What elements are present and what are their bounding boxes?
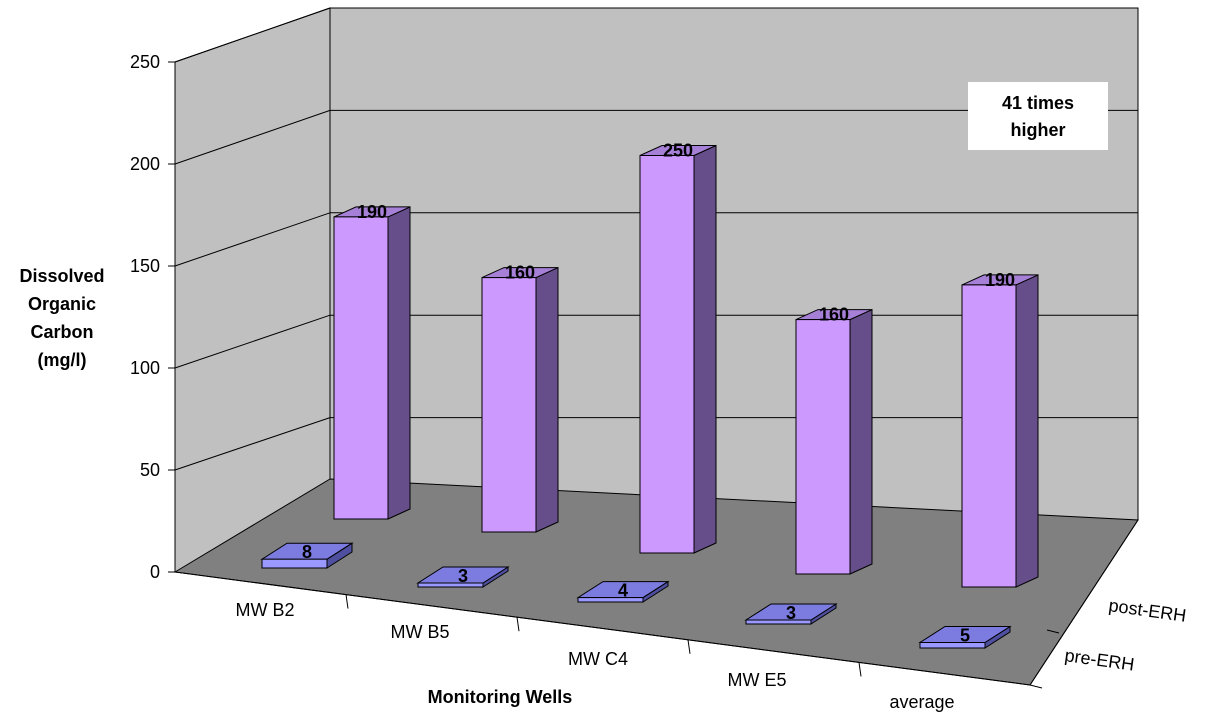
post-erh-bar-side [1016,275,1038,587]
pre-erh-bar-front [920,643,985,649]
x-tick-mark [517,617,519,631]
y-axis-title-line-3: Carbon [31,322,94,342]
post-erh-bar-side [850,310,872,574]
y-axis-title-line-4: (mg/l) [38,350,87,370]
post-erh-data-label: 160 [819,305,849,325]
x-tick-label: MW C4 [568,649,628,669]
y-axis-title-line-2: Organic [28,294,96,314]
pre-erh-bar-front [746,620,811,624]
x-tick-mark [688,640,690,654]
depth-tick-mark [1030,685,1042,688]
pre-erh-bar-front [578,598,643,602]
post-erh-bar-front [640,156,694,554]
post-erh-bar-side [536,268,558,532]
post-erh-data-label: 160 [505,263,535,283]
post-erh-bar-side [388,207,410,519]
y-tick-label: 200 [130,154,160,174]
pre-erh-data-label: 3 [786,603,796,623]
post-erh-data-label: 250 [663,141,693,161]
side-wall [175,8,330,572]
post-erh-bar-side [694,146,716,554]
post-erh-bar [796,310,872,574]
annotation-line-1: 41 times [1002,93,1074,113]
post-erh-bar-front [962,285,1016,587]
post-erh-bar [334,207,410,519]
annotation-box: 41 times higher [968,82,1108,150]
post-erh-bar [640,146,716,554]
y-tick-label: 250 [130,52,160,72]
post-erh-bar [962,275,1038,587]
post-erh-data-label: 190 [985,270,1015,290]
pre-erh-bar-front [418,583,483,587]
x-tick-label: average [889,692,954,712]
post-erh-bar [482,268,558,532]
x-axis-title: Monitoring Wells [428,687,573,707]
pre-erh-bar-front [262,559,327,568]
y-tick-label: 50 [140,460,160,480]
pre-erh-data-label: 8 [302,542,312,562]
y-axis-title-line-1: Dissolved [19,266,104,286]
annotation-line-2: higher [1010,120,1065,140]
y-tick-label: 150 [130,256,160,276]
x-tick-label: MW E5 [727,670,786,690]
series-label-post-erh: post-ERH [1107,595,1187,626]
y-axis-title: Dissolved Organic Carbon (mg/l) [19,266,104,370]
x-tick-label: MW B2 [235,600,294,620]
x-tick-mark [346,595,348,609]
x-tick-label: MW B5 [390,622,449,642]
post-erh-data-label: 190 [357,202,387,222]
pre-erh-data-label: 4 [618,581,628,601]
x-tick-mark [859,662,861,676]
post-erh-bar-front [796,320,850,574]
post-erh-bar-front [482,278,536,532]
series-label-pre-erh: pre-ERH [1063,645,1135,675]
post-erh-bar-front [334,217,388,519]
pre-erh-data-label: 5 [960,626,970,646]
pre-erh-data-label: 3 [458,566,468,586]
y-tick-label: 0 [150,562,160,582]
y-tick-label: 100 [130,358,160,378]
